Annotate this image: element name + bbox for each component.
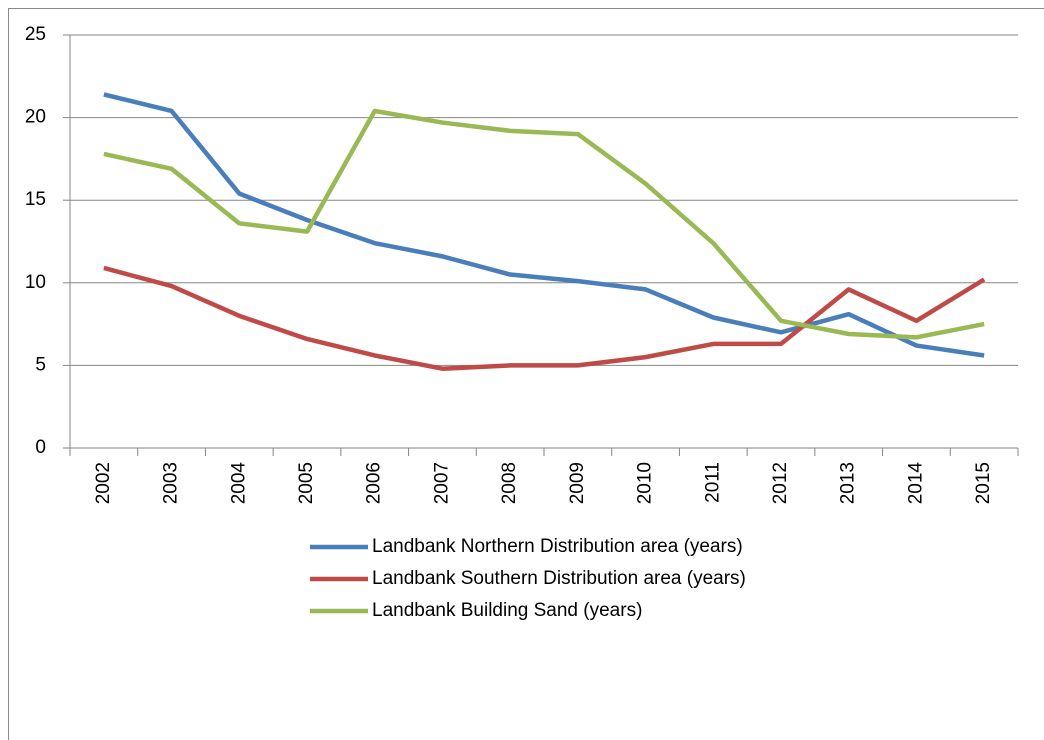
series-line — [103, 108, 985, 340]
x-tick-label: 2012 — [770, 462, 791, 504]
y-tick-label: 5 — [35, 354, 46, 375]
y-tick-label: 0 — [35, 437, 46, 458]
x-tick-label: 2011 — [702, 462, 723, 503]
x-tick-label: 2007 — [431, 462, 452, 504]
x-tick-label: 2008 — [499, 462, 520, 504]
x-tick-label: 2015 — [973, 462, 994, 504]
y-tick-label: 10 — [25, 272, 46, 293]
chart-frame — [8, 8, 1044, 740]
x-tick-label: 2003 — [161, 462, 182, 504]
x-tick-label: 2005 — [296, 462, 317, 504]
legend-label: Landbank Northern Distribution area (yea… — [372, 536, 743, 557]
x-tick-label: 2009 — [567, 462, 588, 504]
y-tick-label: 15 — [25, 189, 46, 210]
x-tick-label: 2010 — [635, 462, 656, 504]
series-line — [103, 92, 985, 358]
x-tick-label: 2013 — [838, 462, 859, 504]
x-tick-label: 2004 — [228, 462, 249, 505]
legend-label: Landbank Building Sand (years) — [372, 600, 643, 621]
y-tick-label: 25 — [25, 24, 46, 45]
legend-label: Landbank Southern Distribution area (yea… — [372, 568, 746, 589]
x-tick-label: 2006 — [364, 462, 385, 504]
series-line — [103, 265, 986, 371]
x-tick-label: 2014 — [905, 462, 926, 505]
x-tick-label: 2002 — [93, 462, 114, 504]
y-tick-label: 20 — [25, 107, 46, 128]
